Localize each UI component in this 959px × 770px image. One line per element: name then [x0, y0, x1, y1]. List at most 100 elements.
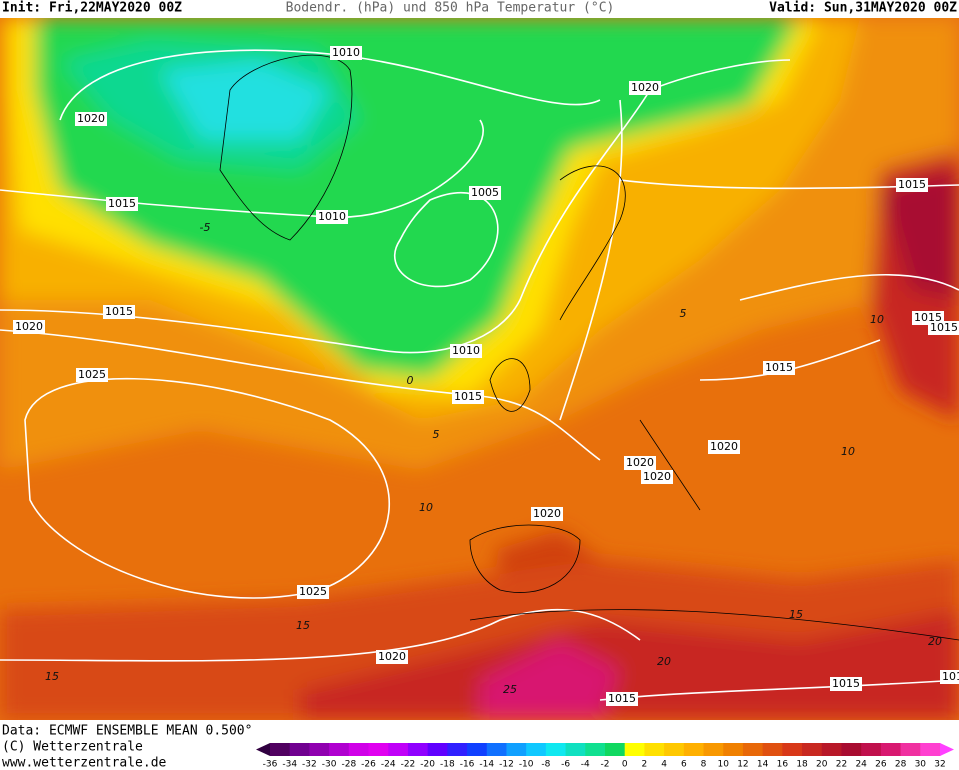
isobar-label-box — [330, 46, 362, 60]
init-time: Init: Fri,22MAY2020 00Z — [2, 1, 182, 16]
colorbar-label: -22 — [401, 760, 416, 770]
colorbar-label: -6 — [561, 760, 570, 770]
coastlines — [219, 54, 959, 641]
colorbar-label: -2 — [601, 760, 610, 770]
isotherm-label: 15 — [296, 619, 310, 632]
isobar-label: 1015 — [608, 692, 636, 705]
isobar-label-box — [13, 320, 45, 334]
isobar-label-box — [106, 197, 138, 211]
isobar-label: 1015 — [454, 390, 482, 403]
isobar-label: 1015 — [942, 670, 959, 683]
isobar-label: 1015 — [930, 321, 958, 334]
isobar-label-box — [376, 650, 408, 664]
colorbar-end — [940, 743, 954, 756]
colorbar-swatch — [506, 743, 527, 756]
isotherm-label: -5 — [200, 221, 211, 234]
data-source: Data: ECMWF ENSEMBLE MEAN 0.500° — [2, 724, 252, 739]
copyright: (C) Wetterzentrale — [2, 740, 143, 755]
isobar-label: 1015 — [898, 178, 926, 191]
colorbar-label: 12 — [737, 760, 748, 770]
isobar-label: 1010 — [332, 46, 360, 59]
isobar-label-box — [103, 305, 135, 319]
isobar-label-box — [75, 112, 107, 126]
colorbar-swatch — [329, 743, 350, 756]
colorbar-swatch — [348, 743, 370, 756]
colorbar-label: 2 — [642, 760, 648, 770]
isobar-label: 1020 — [643, 470, 671, 483]
isobar-label-box — [940, 670, 959, 684]
colorbar-label: 28 — [895, 760, 907, 770]
isobar-label-box — [763, 361, 795, 375]
colorbar-label: 24 — [855, 760, 867, 770]
colorbar-swatch — [467, 743, 488, 756]
colorbar-label: 30 — [915, 760, 927, 770]
isotherm-label: 10 — [841, 445, 855, 458]
isotherm-label: 25 — [503, 683, 517, 696]
colorbar-swatch — [703, 743, 724, 756]
isobar-label-box — [450, 344, 482, 358]
colorbar-label: -34 — [282, 760, 297, 770]
colorbar-swatch — [585, 743, 606, 756]
isotherm-label: 20 — [928, 635, 942, 648]
colorbar-label: 14 — [757, 760, 769, 770]
isotherm-label: 20 — [657, 655, 671, 668]
colorbar-swatch — [605, 743, 626, 756]
colorbar-swatch — [841, 743, 862, 756]
colorbar-swatch — [427, 743, 448, 756]
colorbar-label: -12 — [499, 760, 514, 770]
colorbar-swatch — [624, 743, 645, 756]
isobar-label: 1025 — [299, 585, 327, 598]
isobar-label: 1015 — [765, 361, 793, 374]
isobar-label: 1020 — [15, 320, 43, 333]
colorbar-swatch — [545, 743, 567, 756]
colorbar-swatch — [368, 743, 389, 756]
colorbar-label: -32 — [302, 760, 317, 770]
colorbar-label: -36 — [263, 760, 278, 770]
isobar-label-box — [629, 81, 661, 95]
isobar-label-box — [624, 456, 656, 470]
isobar-label-box — [452, 390, 484, 404]
isobar-label-box — [469, 186, 501, 200]
isotherm-label: 10 — [419, 501, 433, 514]
colorbar-label: -24 — [381, 760, 396, 770]
colorbar-label: -16 — [460, 760, 475, 770]
isotherm-label: 5 — [680, 307, 687, 320]
colorbar-label: -28 — [341, 760, 356, 770]
isobar-label-box — [708, 440, 740, 454]
isotherm-label: 0 — [407, 374, 414, 387]
isobar-label: 1025 — [78, 368, 106, 381]
colorbar-label: 18 — [796, 760, 808, 770]
isotherm-label: 15 — [789, 608, 803, 621]
colorbar-label: -18 — [440, 760, 455, 770]
isobar-label: 1015 — [105, 305, 133, 318]
colorbar-swatch — [802, 743, 823, 756]
isotherm-label: 10 — [870, 313, 884, 326]
isobar-label: 1020 — [77, 112, 105, 125]
colorbar-swatch — [762, 743, 783, 756]
colorbar-label: 0 — [622, 760, 628, 770]
isobar-label: 1015 — [914, 311, 942, 324]
isobar-label-box — [606, 692, 638, 706]
isobar-label: 1010 — [452, 344, 480, 357]
colorbar-label: 16 — [777, 760, 789, 770]
website: www.wetterzentrale.de — [2, 756, 167, 770]
isobar-label: 1020 — [710, 440, 738, 453]
colorbar-label: 32 — [934, 760, 945, 770]
isobar-label-box — [531, 507, 563, 521]
colorbar-swatch — [664, 743, 685, 756]
colorbar-swatch — [920, 743, 941, 756]
colorbar-label: 8 — [701, 760, 707, 770]
colorbar-label: -10 — [519, 760, 534, 770]
isotherm-label: 5 — [433, 428, 440, 441]
colorbar-swatch — [782, 743, 803, 756]
colorbar-label: 20 — [816, 760, 828, 770]
colorbar-swatch — [723, 743, 744, 756]
colorbar-label: 4 — [661, 760, 667, 770]
isobar-label: 1020 — [631, 81, 659, 94]
isobar-label-box — [896, 178, 928, 192]
colorbar-swatch — [447, 743, 468, 756]
isobar-label: 1020 — [533, 507, 561, 520]
isobar-label: 1015 — [108, 197, 136, 210]
